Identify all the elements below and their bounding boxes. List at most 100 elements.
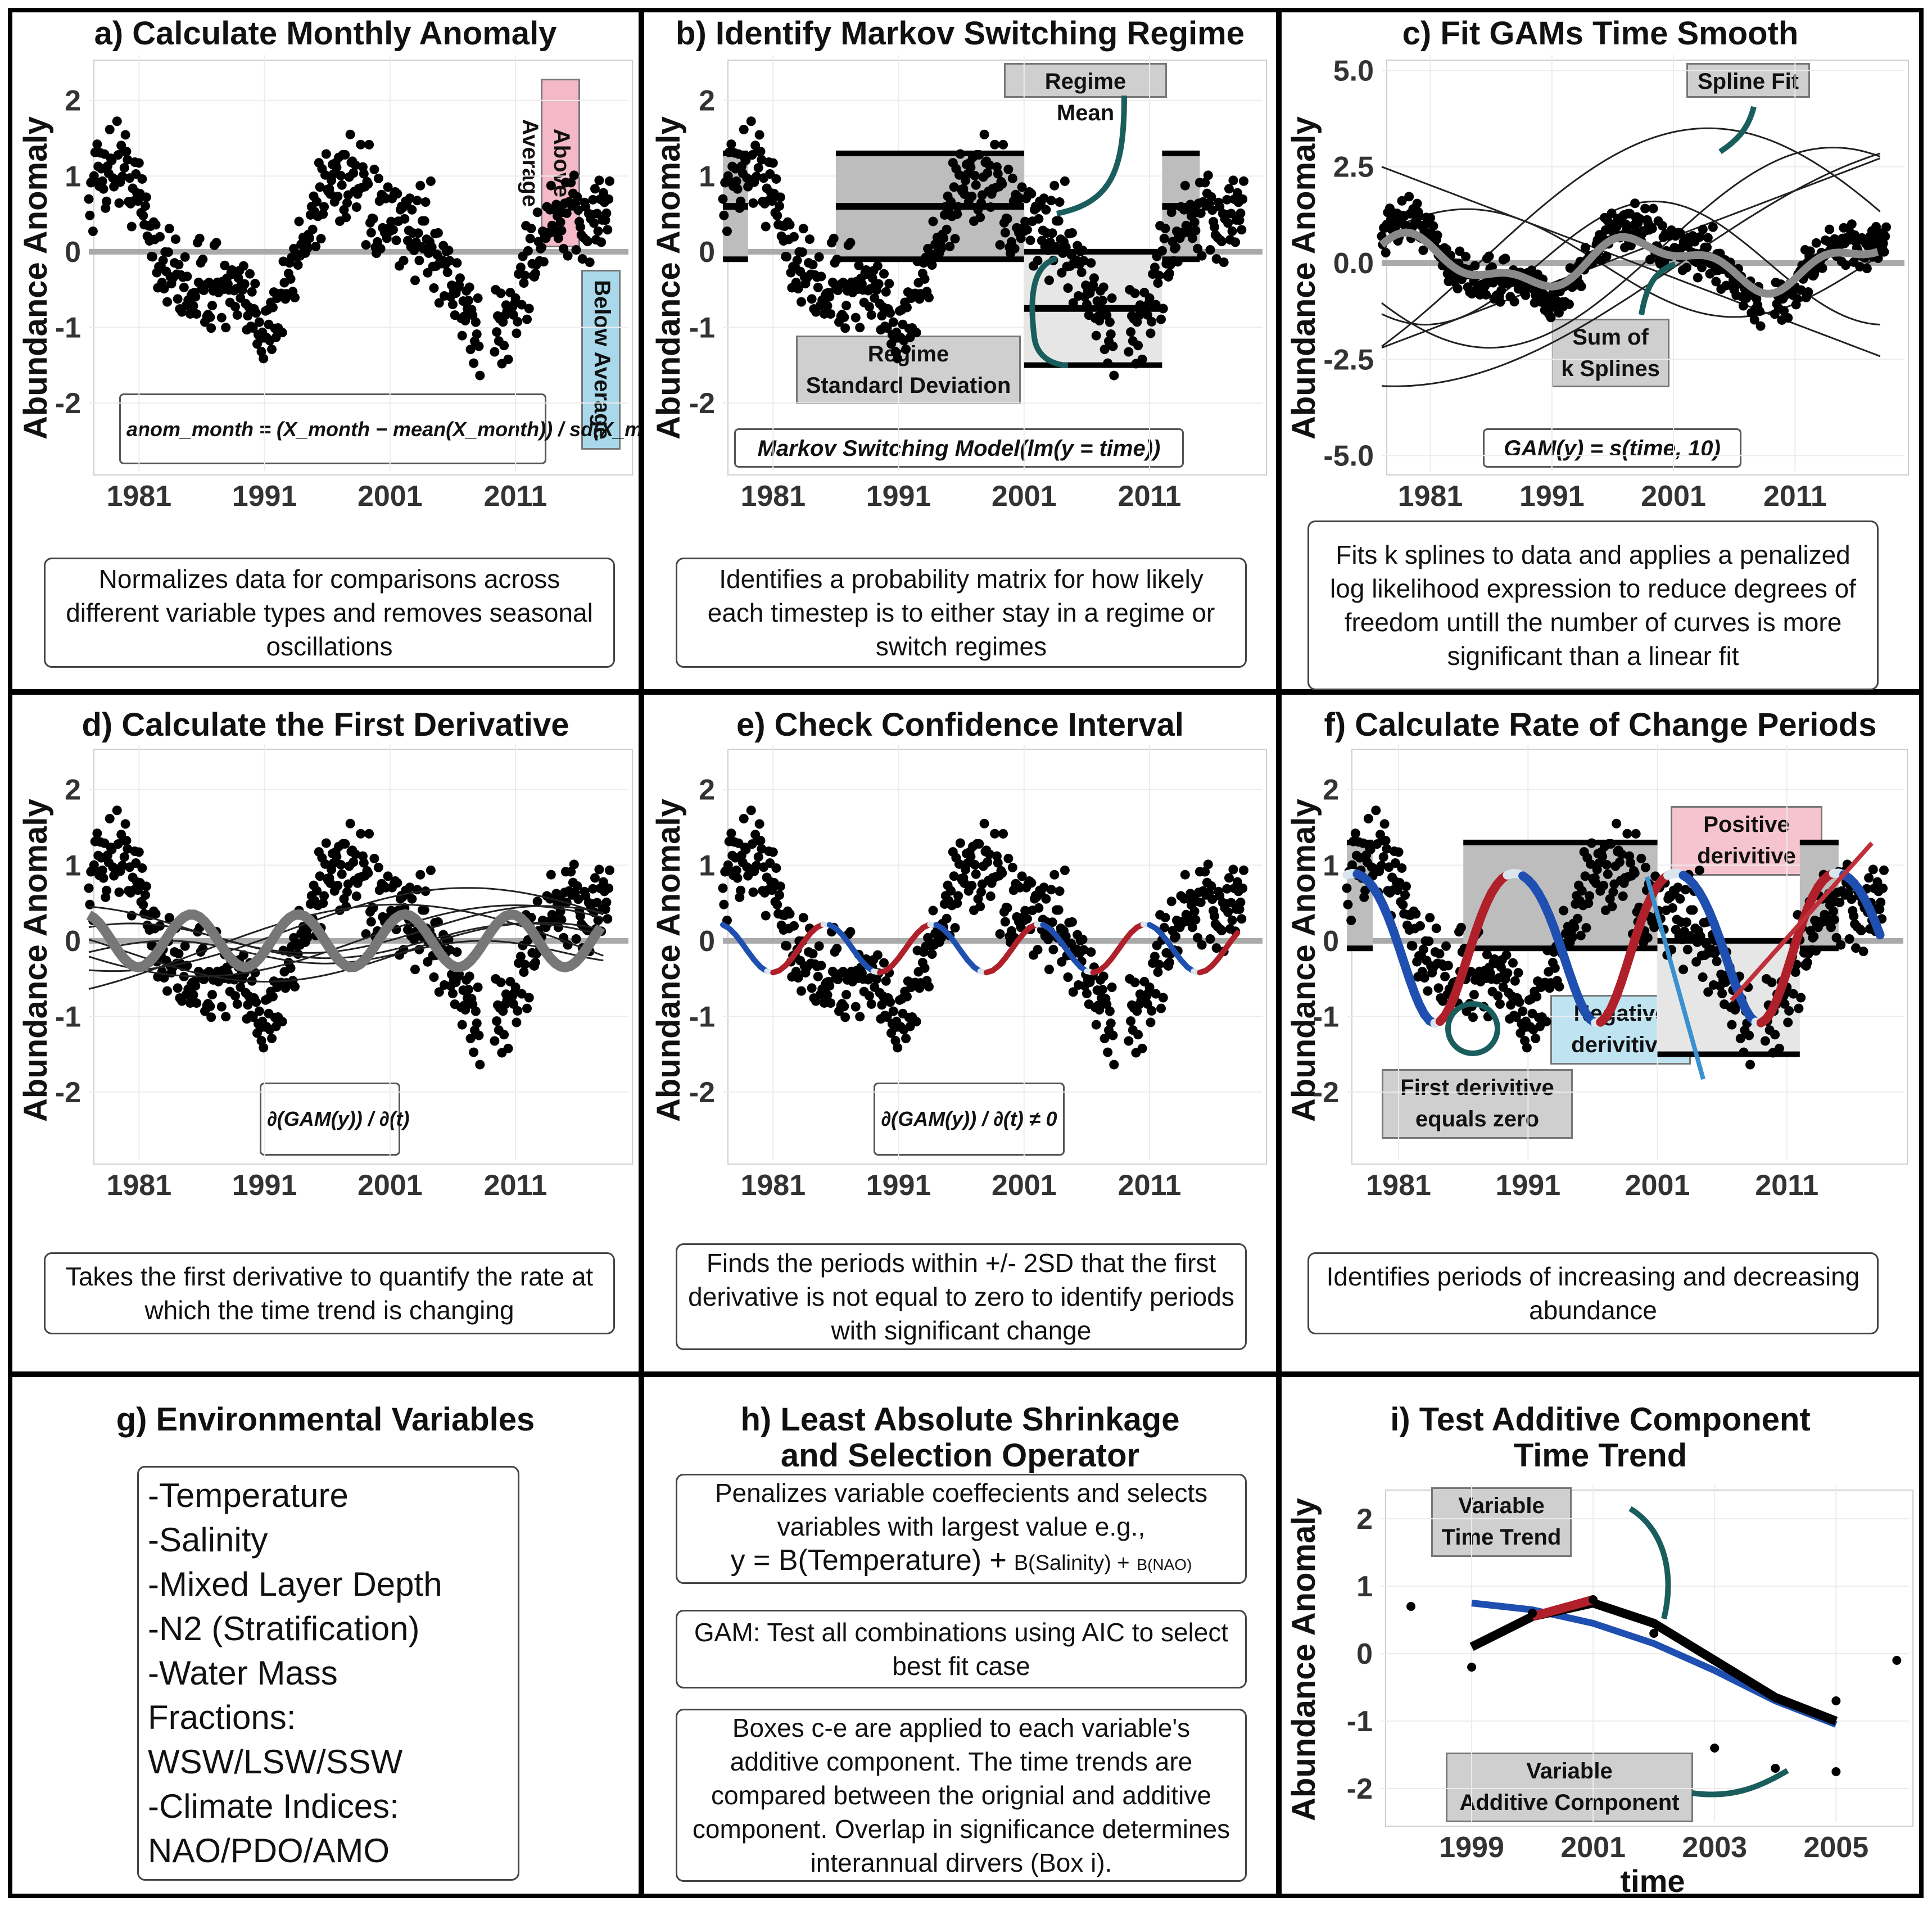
data-point	[1105, 317, 1115, 327]
data-point	[445, 945, 455, 955]
data-point	[573, 205, 583, 215]
data-point	[1432, 230, 1442, 241]
data-point	[1089, 273, 1099, 283]
data-point	[520, 959, 530, 970]
tag-line-2: equals zero	[1415, 1107, 1540, 1131]
data-point	[855, 323, 865, 333]
data-point	[1849, 911, 1859, 921]
data-point	[761, 221, 771, 232]
data-point	[410, 275, 420, 286]
data-point	[373, 862, 383, 872]
data-point	[1631, 829, 1641, 839]
data-point	[1688, 905, 1698, 915]
data-point	[134, 847, 144, 857]
data-point	[845, 927, 856, 937]
data-point	[571, 934, 581, 944]
data-point	[605, 176, 615, 186]
data-point	[1541, 1017, 1551, 1027]
data-point	[1046, 885, 1056, 895]
data-point	[1754, 306, 1764, 316]
lasso-description-box: Penalizes variable coeffecients and sele…	[676, 1474, 1247, 1584]
data-point	[736, 196, 746, 206]
data-point	[363, 179, 373, 189]
data-point	[1784, 1006, 1794, 1016]
data-point	[315, 182, 325, 192]
y-tick-label: 0	[699, 236, 715, 269]
data-point	[391, 236, 401, 246]
data-point	[447, 989, 458, 999]
zero-derivative-marker	[1445, 1001, 1500, 1056]
data-point	[147, 252, 157, 262]
data-point	[429, 972, 439, 983]
data-point	[1060, 865, 1070, 875]
list-item: -Mixed Layer Depth	[148, 1565, 442, 1603]
data-point	[950, 923, 960, 933]
data-point	[426, 176, 436, 186]
data-point	[1053, 216, 1064, 226]
data-point	[1363, 813, 1373, 823]
data-point	[813, 971, 823, 981]
data-point	[722, 227, 732, 237]
data-point	[1496, 286, 1506, 296]
data-point	[248, 323, 258, 333]
additive-component-box: Boxes c-e are applied to each variable's…	[676, 1709, 1247, 1882]
data-point	[522, 1003, 532, 1013]
data-point	[840, 323, 850, 333]
data-point	[1585, 891, 1595, 901]
data-point	[1618, 891, 1628, 901]
data-point	[1636, 853, 1646, 863]
data-point	[1433, 983, 1444, 993]
list-item: -Temperature	[148, 1477, 349, 1514]
data-point	[726, 139, 736, 150]
data-point	[1694, 865, 1704, 875]
data-point	[464, 971, 474, 981]
data-point	[1693, 273, 1703, 283]
data-point	[162, 297, 173, 307]
data-point	[1774, 1043, 1784, 1053]
list-item: -N2 (Stratification)	[148, 1610, 420, 1647]
data-point	[1146, 328, 1156, 338]
data-point	[753, 852, 763, 862]
y-tick-label: 2	[65, 774, 81, 807]
data-point	[1057, 957, 1067, 967]
data-point	[1608, 887, 1618, 897]
data-point	[1702, 242, 1712, 252]
data-point	[1091, 331, 1101, 341]
arrow-icon	[1056, 95, 1127, 216]
data-point	[1531, 1034, 1541, 1044]
data-point	[1164, 957, 1174, 967]
data-point	[1412, 198, 1422, 209]
data-point	[1107, 293, 1117, 303]
derivative-curve	[88, 904, 604, 977]
data-point	[117, 171, 128, 182]
data-point	[1107, 982, 1117, 992]
y-tick-label: -2	[689, 1076, 715, 1109]
data-point	[1481, 289, 1491, 300]
data-point	[874, 279, 884, 289]
data-point	[604, 194, 614, 204]
data-point	[399, 256, 409, 266]
data-point	[1223, 907, 1233, 917]
data-point	[814, 252, 824, 262]
data-point	[524, 993, 534, 1003]
data-point	[1738, 301, 1748, 311]
data-point	[415, 870, 426, 880]
panel-d-points	[84, 805, 615, 1070]
data-point	[1792, 293, 1802, 304]
data-point	[1020, 216, 1030, 227]
data-point	[854, 260, 864, 270]
data-point	[598, 188, 608, 198]
data-point	[134, 158, 144, 168]
tag-line-2: Standard Deviation	[806, 373, 1011, 398]
data-point	[405, 193, 415, 203]
x-tick-label: 1981	[106, 1169, 171, 1202]
data-point	[601, 208, 612, 218]
data-point	[290, 292, 300, 302]
data-point	[832, 254, 842, 264]
data-point	[789, 232, 799, 242]
data-point	[1506, 1000, 1516, 1010]
data-point	[194, 233, 205, 243]
data-point	[1467, 1663, 1477, 1672]
panel-title: h) Least Absolute Shrinkage and Selectio…	[644, 1402, 1276, 1474]
data-point	[953, 891, 963, 901]
